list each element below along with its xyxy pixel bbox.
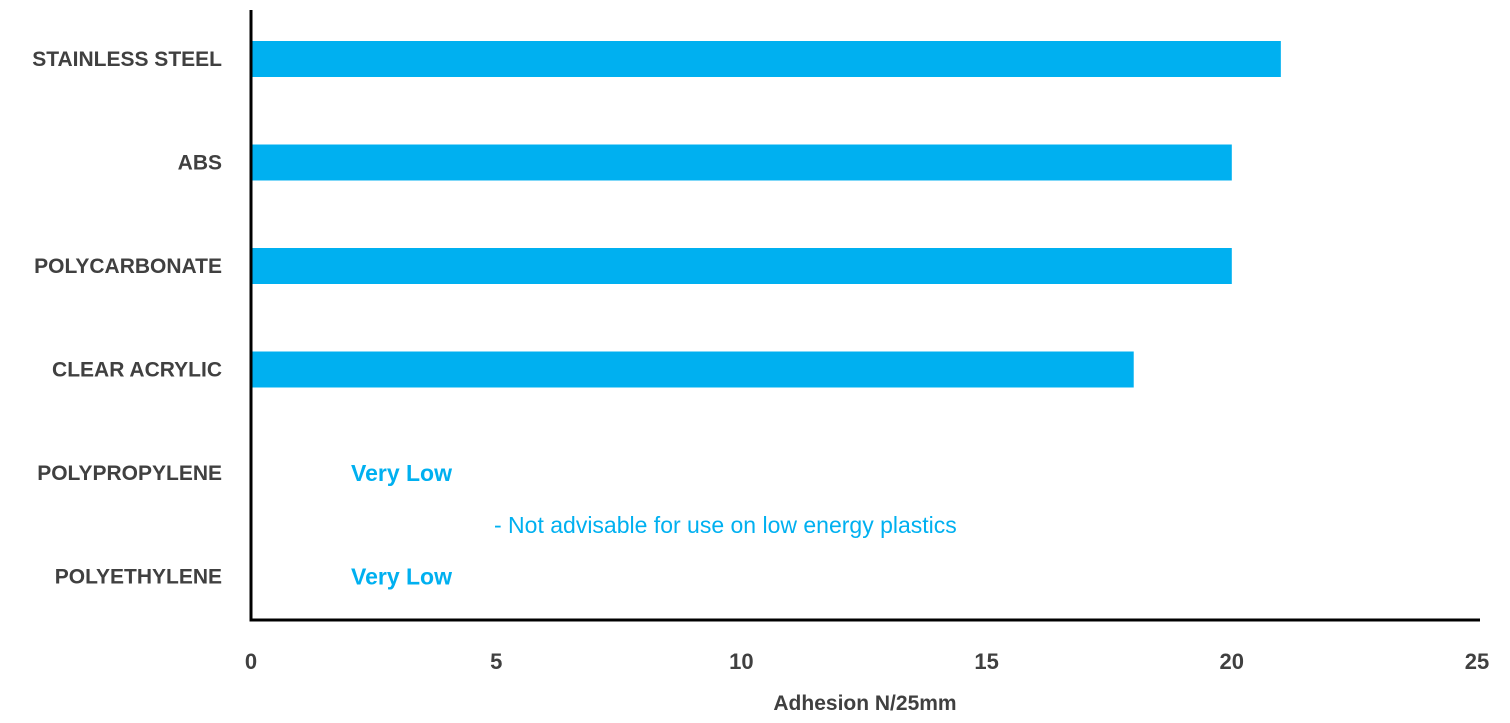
x-tick-label: 0 — [245, 649, 257, 674]
x-tick-label: 20 — [1220, 649, 1244, 674]
x-tick-label: 15 — [974, 649, 998, 674]
annotations: Very Low Very Low - Not advisable for use … — [351, 460, 957, 590]
category-label: POLYETHYLENE — [55, 566, 222, 589]
advisory-note: - Not advisable for use on low energy pl… — [494, 512, 957, 538]
bars-layer — [252, 41, 1281, 388]
category-labels: STAINLESS STEEL ABS POLYCARBONATE CLEAR ACR… — [32, 48, 222, 589]
x-axis-title: Adhesion N/25mm — [773, 692, 956, 715]
bar — [252, 248, 1232, 284]
category-label: STAINLESS STEEL — [32, 48, 222, 71]
bar — [252, 41, 1281, 77]
x-tick-label: 5 — [490, 649, 502, 674]
x-tick-label: 10 — [729, 649, 753, 674]
x-tick-label: 25 — [1465, 649, 1489, 674]
bar — [252, 351, 1134, 388]
category-label: POLYCARBONATE — [34, 255, 222, 278]
bar — [252, 144, 1232, 181]
x-tick-labels: 0 5 10 15 20 25 — [245, 649, 1489, 674]
category-label: POLYPROPYLENE — [37, 462, 222, 485]
very-low-annotation: Very Low — [351, 460, 452, 486]
category-label: CLEAR ACRYLIC — [52, 359, 222, 382]
very-low-annotation: Very Low — [351, 564, 452, 590]
category-label: ABS — [178, 152, 222, 175]
